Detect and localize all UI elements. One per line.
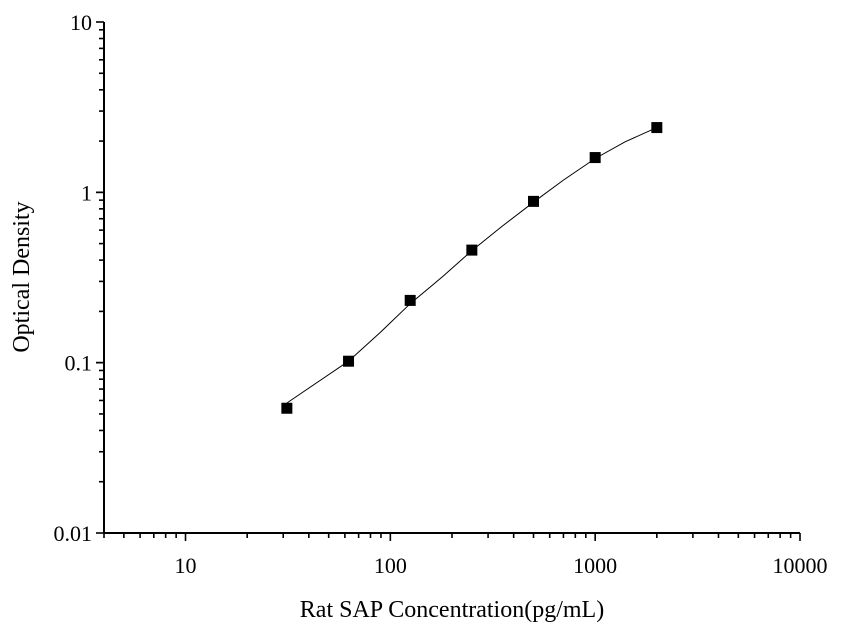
x-tick-label: 100 [374, 553, 407, 578]
y-tick-label: 0.01 [54, 521, 93, 546]
y-tick-label: 10 [70, 10, 92, 35]
data-point [281, 402, 293, 414]
x-axis-title: Rat SAP Concentration(pg/mL) [300, 597, 604, 623]
x-tick-label: 10000 [773, 553, 828, 578]
data-point [528, 195, 540, 207]
x-tick-label: 1000 [573, 553, 617, 578]
axis-ticks [96, 21, 801, 541]
data-point [589, 152, 601, 164]
x-tick-label: 10 [175, 553, 197, 578]
data-point [404, 294, 416, 306]
data-points [281, 122, 663, 414]
tick-labels: 10 100 1000 10000 0.01 0.1 1 10 [54, 10, 828, 578]
data-point [466, 244, 478, 256]
y-tick-label: 0.1 [65, 351, 93, 376]
data-point [651, 122, 663, 134]
fit-curve-line [286, 127, 658, 404]
y-tick-label: 1 [81, 180, 92, 205]
y-axis-title: Optical Density [9, 201, 35, 352]
data-point [343, 355, 355, 367]
